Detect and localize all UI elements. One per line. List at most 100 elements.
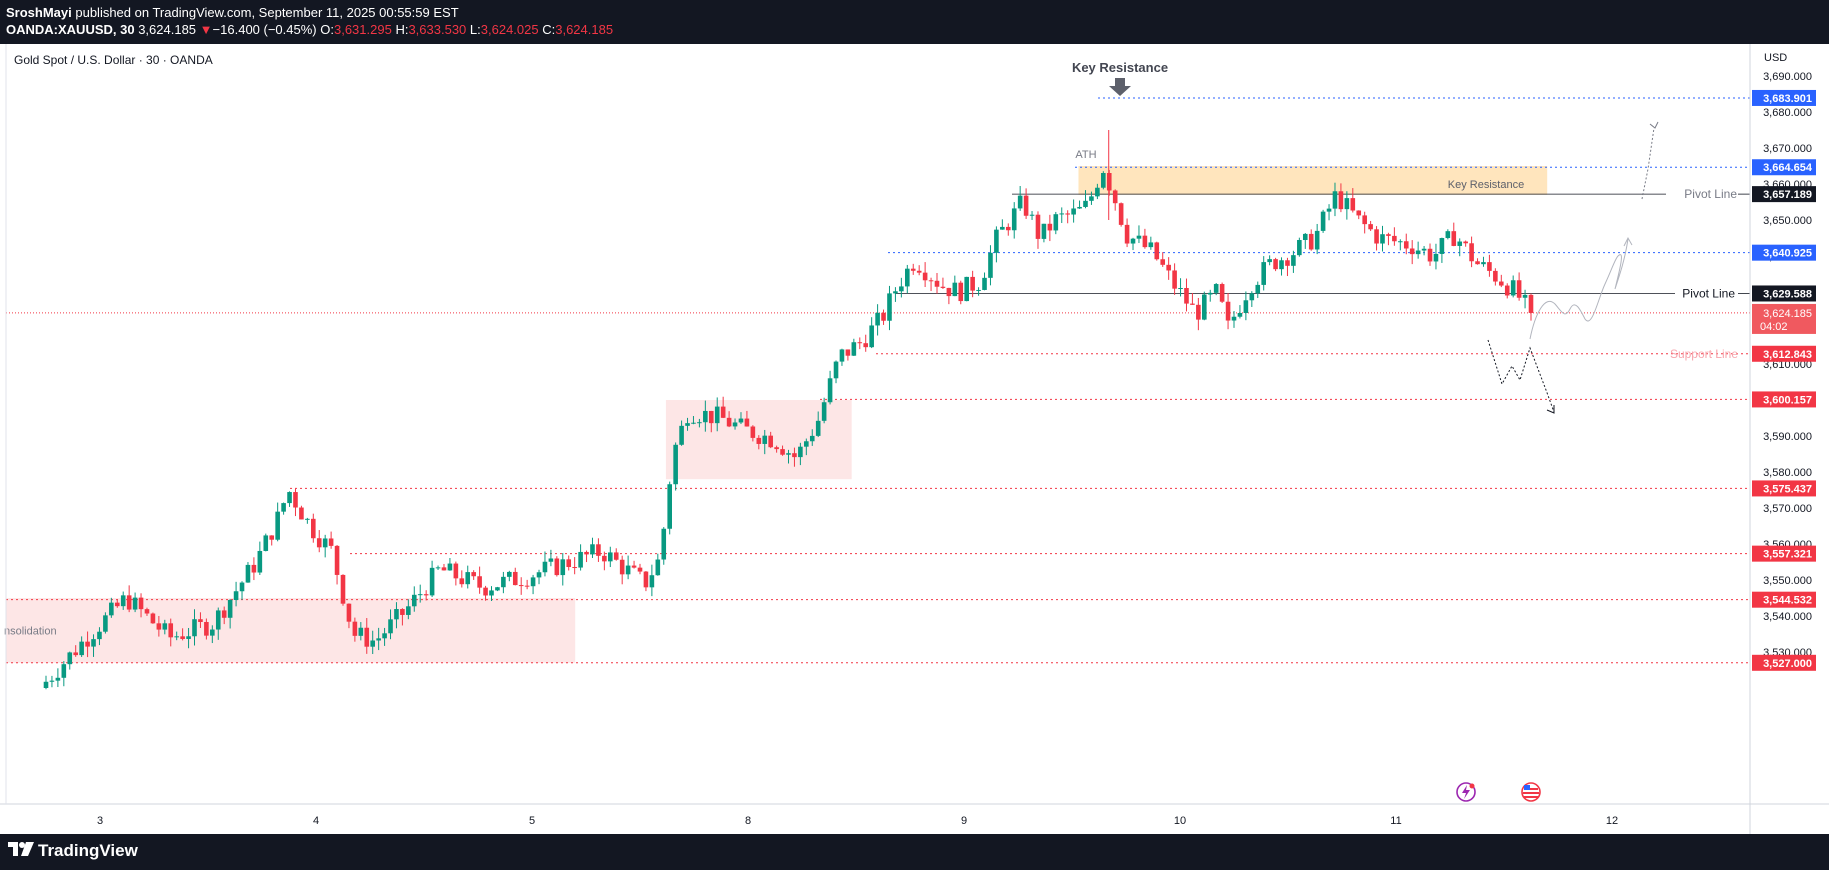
- candle-body: [1279, 260, 1284, 270]
- price-tag: 3,612.843: [1763, 349, 1812, 361]
- candle-body: [875, 312, 880, 326]
- low-label: L:: [469, 22, 481, 37]
- currency-label[interactable]: USD: [1764, 52, 1787, 64]
- candle-body: [477, 576, 482, 588]
- candle-body: [845, 349, 851, 356]
- candle-body: [1112, 190, 1118, 204]
- candle-body: [1302, 233, 1308, 241]
- candle-body: [1261, 262, 1266, 285]
- candle-body: [1225, 301, 1231, 321]
- candle-body: [679, 425, 684, 445]
- candle-body: [316, 538, 322, 548]
- price-tag: 3,629.588: [1763, 288, 1812, 300]
- candle-body: [1386, 234, 1391, 236]
- zone-rect-2[interactable]: [1078, 166, 1548, 195]
- zone-rect-0[interactable]: [6, 598, 576, 663]
- candle-body: [483, 587, 488, 596]
- candle-body: [227, 599, 233, 618]
- candle-body: [132, 597, 138, 610]
- price-tag-bg: [1752, 285, 1816, 302]
- candle-body: [1469, 243, 1474, 262]
- candle-body: [940, 286, 946, 288]
- tradingview-logo[interactable]: TradingView: [8, 841, 138, 861]
- candle-body: [1124, 224, 1130, 244]
- candle-body: [1421, 248, 1427, 251]
- lightning-icon[interactable]: [1456, 782, 1476, 802]
- candle-body: [328, 538, 334, 546]
- candle-body: [441, 567, 447, 571]
- candle-body: [340, 574, 346, 604]
- candle-body: [1380, 234, 1385, 244]
- candle-body: [55, 677, 61, 681]
- price-tag: 3,640.925: [1763, 248, 1812, 260]
- candle-body: [1243, 300, 1249, 313]
- candle-body: [578, 551, 583, 568]
- candle-body: [109, 602, 114, 616]
- y-tick-label: 3,680.000: [1763, 107, 1812, 119]
- candle-body: [1065, 213, 1070, 215]
- candle-body: [732, 422, 738, 427]
- price-tag: 3,683.901: [1763, 93, 1812, 105]
- candle-body: [269, 535, 275, 540]
- candle-body: [1047, 223, 1053, 231]
- candle-body: [251, 564, 257, 573]
- candle-body: [934, 280, 940, 287]
- brand-name: TradingView: [38, 841, 138, 860]
- candle-body: [625, 565, 631, 575]
- price-tag: 3,664.654: [1763, 162, 1813, 174]
- candle-body: [833, 361, 839, 379]
- x-tick-label: 11: [1390, 815, 1401, 827]
- candle-body: [703, 410, 708, 423]
- candle-body: [204, 621, 209, 636]
- candle-body: [1136, 235, 1142, 239]
- low-value: 3,624.025: [480, 22, 539, 37]
- candle-body: [809, 435, 815, 442]
- candle-body: [786, 453, 791, 455]
- candle-body: [554, 558, 560, 576]
- x-tick-label: 12: [1606, 815, 1618, 827]
- candle-body: [358, 627, 364, 636]
- us-flag-icon[interactable]: [1521, 782, 1541, 802]
- candle-body: [1499, 281, 1504, 286]
- candle-body: [827, 378, 833, 403]
- candle-body: [388, 619, 393, 634]
- candle-body: [1166, 264, 1171, 271]
- candle-body: [1368, 224, 1373, 230]
- arrow-down-icon: [1109, 78, 1131, 96]
- candle-body: [899, 286, 904, 292]
- candle-body: [602, 555, 607, 562]
- candle-body: [697, 422, 702, 424]
- candle-body: [1457, 241, 1463, 246]
- author-name[interactable]: SroshMayi: [6, 5, 72, 20]
- candle-body: [126, 595, 132, 610]
- symbol-label[interactable]: OANDA:XAUUSD, 30: [6, 22, 135, 37]
- candle-body: [851, 342, 857, 356]
- candle-body: [1071, 208, 1076, 215]
- y-tick-label: 3,670.000: [1763, 143, 1812, 155]
- candle-body: [138, 597, 144, 610]
- chart-area[interactable]: nsolidation Pivot Line Pivot Line Support …: [0, 44, 1829, 834]
- candle-body: [1362, 215, 1367, 225]
- candle-body: [281, 503, 286, 512]
- candle-body: [215, 610, 221, 630]
- candle-body: [685, 423, 690, 426]
- price-tag: 3,575.437: [1763, 483, 1812, 495]
- candle-body: [1427, 248, 1433, 262]
- candle-body: [1528, 294, 1534, 313]
- candle-body: [982, 277, 987, 290]
- candle-body: [1154, 242, 1160, 260]
- candle-body: [233, 591, 239, 600]
- last-price: 3,624.185: [138, 22, 197, 37]
- candle-body: [661, 528, 667, 560]
- candle-body: [631, 565, 637, 568]
- candle-body: [1118, 203, 1124, 225]
- x-tick-label: 4: [313, 815, 319, 827]
- x-tick-label: 5: [529, 815, 535, 827]
- candle-body: [910, 268, 916, 271]
- price-tag-bg: [1752, 591, 1816, 608]
- price-chart[interactable]: nsolidation Pivot Line Pivot Line Support …: [0, 44, 1829, 834]
- candle-body: [530, 577, 536, 587]
- candle-body: [1148, 242, 1154, 248]
- price-tag: 3,527.000: [1763, 658, 1812, 670]
- candle-body: [1059, 213, 1065, 215]
